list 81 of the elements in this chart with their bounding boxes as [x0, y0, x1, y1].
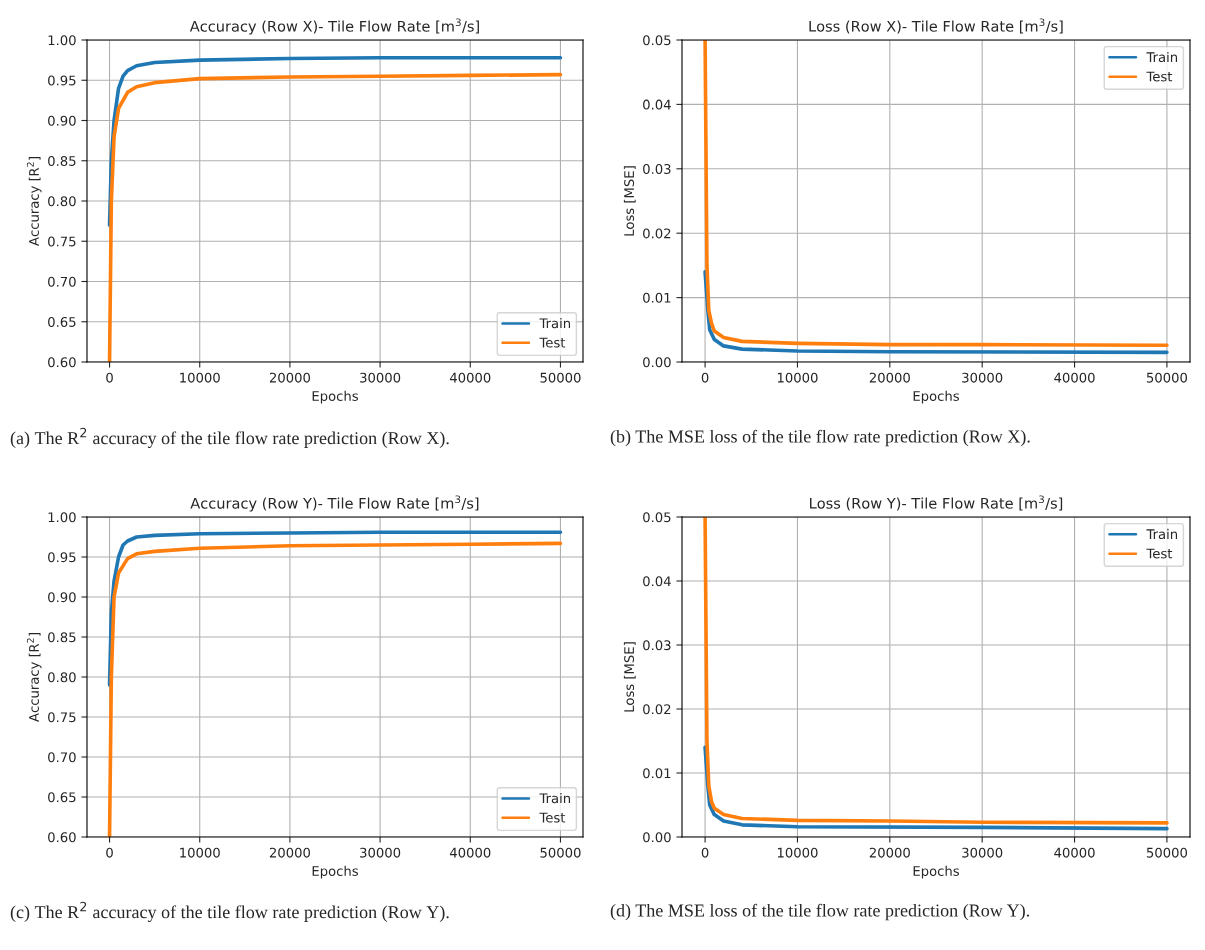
x-tick-label: 20000: [869, 372, 910, 383]
y-tick-label: 0.85: [48, 632, 76, 643]
x-axis-title: Epochs: [312, 390, 358, 404]
x-tick-label: 0: [106, 847, 113, 858]
x-tick-label: 50000: [540, 372, 581, 383]
legend-label: Test: [1146, 548, 1173, 559]
text: (a) The R$^{2}$ accuracy of the tile flow rate prediction (Row X).: [10, 427, 449, 448]
chart-title: Accuracy (Row Y)- Tile Flow Rate [m$^{3}$/s]: [190, 495, 479, 512]
y-tick-label: 0.03: [643, 640, 671, 651]
x-axis-title: Epochs: [913, 390, 959, 404]
y-tick-label: 0.01: [643, 292, 671, 303]
x-axis-title: Epochs: [312, 865, 358, 879]
y-tick-label: 0.70: [48, 752, 76, 763]
y-tick-label: 0.04: [643, 576, 671, 587]
x-tick-label: 50000: [1146, 372, 1188, 383]
y-tick-label: 0.03: [643, 164, 671, 174]
x-tick-label: 20000: [869, 847, 910, 858]
x-tick-label: 10000: [180, 372, 220, 383]
y-tick-label: 1.00: [48, 35, 76, 46]
y-tick-label: 0.75: [48, 712, 76, 723]
x-tick-label: 10000: [777, 847, 818, 858]
x-tick-label: 0: [106, 372, 113, 383]
y-tick-label: 0.70: [48, 276, 76, 287]
x-tick-label: 50000: [540, 847, 581, 858]
line-series: [703, 270, 1169, 355]
x-tick-label: 40000: [449, 372, 491, 383]
legend-label: Test: [539, 337, 566, 348]
chart-title: Accuracy (Row X)- Tile Flow Rate [m$^{3}$/s]: [189, 18, 479, 35]
y-tick-label: 0.60: [48, 357, 76, 368]
legend-label: Train: [539, 792, 571, 804]
x-tick-label: 30000: [962, 847, 1003, 858]
y-tick-label: 0.02: [643, 704, 671, 715]
chart-title: Loss (Row X)- Tile Flow Rate [m$^{3}$/s]: [809, 18, 1063, 34]
y-tick-label: 0.90: [48, 115, 76, 126]
x-axis-title: Epochs: [913, 865, 959, 879]
x-tick-label: 30000: [962, 372, 1003, 383]
text: (d) The MSE loss of the tile flow rate prediction (Row Y).: [610, 903, 1030, 921]
x-tick-label: 20000: [269, 847, 311, 858]
legend-label: Test: [1146, 71, 1173, 82]
y-axis-title: Accuracy [R$^{2}$]: [26, 157, 42, 246]
y-tick-label: 0.00: [643, 832, 671, 843]
y-tick-label: 0.80: [48, 196, 76, 207]
y-tick-label: 0.90: [48, 592, 76, 603]
line-series: [703, 745, 1169, 831]
y-tick-label: 0.05: [643, 512, 671, 523]
x-tick-label: 40000: [1054, 372, 1095, 383]
x-tick-label: 10000: [777, 372, 818, 383]
y-tick-label: 0.02: [643, 228, 671, 239]
x-tick-label: 50000: [1146, 847, 1188, 858]
text: (b) The MSE loss of the tile flow rate prediction (Row X).: [610, 429, 1030, 447]
y-tick-label: 0.75: [48, 236, 76, 247]
x-tick-label: 0: [701, 372, 709, 383]
x-tick-label: 20000: [269, 372, 311, 383]
y-tick-label: 0.05: [643, 35, 671, 46]
y-tick-label: 0.95: [48, 552, 76, 563]
legend-label: Test: [539, 812, 566, 823]
x-tick-label: 0: [701, 847, 709, 858]
x-tick-label: 10000: [180, 847, 220, 858]
chart-title: Loss (Row Y)- Tile Flow Rate [m$^{3}$/s]: [810, 495, 1063, 511]
y-axis-title: Accuracy [R$^{2}$]: [26, 633, 42, 722]
y-tick-label: 0.04: [643, 99, 671, 110]
y-tick-label: 0.80: [48, 672, 76, 683]
x-tick-label: 30000: [360, 372, 401, 383]
legend-label: Train: [1146, 528, 1178, 540]
y-tick-label: 0.85: [48, 155, 76, 166]
y-tick-label: 0.00: [643, 357, 671, 368]
legend-label: Train: [1146, 51, 1178, 63]
y-tick-label: 0.01: [643, 768, 671, 779]
y-tick-label: 0.60: [48, 832, 76, 843]
y-tick-label: 0.65: [48, 316, 76, 327]
y-axis-title: Loss [MSE]: [623, 642, 636, 712]
text: (c) The R$^{2}$ accuracy of the tile flow rate prediction (Row Y).: [10, 901, 449, 922]
y-tick-label: 1.00: [48, 512, 76, 523]
y-tick-label: 0.95: [48, 75, 76, 86]
y-axis-title: Loss [MSE]: [623, 166, 636, 236]
legend-label: Train: [539, 317, 571, 329]
y-tick-label: 0.65: [48, 792, 76, 803]
x-tick-label: 40000: [449, 847, 491, 858]
x-tick-label: 30000: [360, 847, 401, 858]
x-tick-label: 40000: [1054, 847, 1095, 858]
line-series: [107, 530, 563, 687]
